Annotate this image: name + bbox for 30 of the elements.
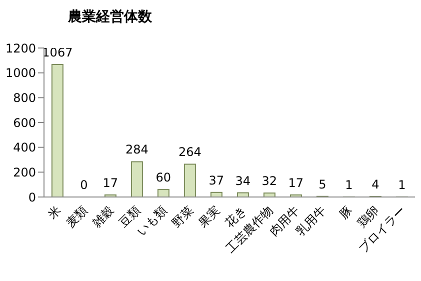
chart-title: 農業経営体数: [68, 8, 152, 26]
y-tick-label: 200: [13, 165, 36, 180]
x-tick-label: 米: [44, 203, 64, 222]
data-label: 0: [80, 178, 88, 192]
y-tick-label: 600: [13, 116, 36, 130]
data-label: 284: [125, 142, 148, 157]
data-label: 5: [318, 177, 326, 192]
y-tick-label: 400: [13, 140, 36, 155]
data-label: 1: [398, 178, 406, 192]
x-tick-label: 豆類: [116, 203, 143, 230]
data-label: 1067: [42, 46, 73, 60]
y-tick-label: 1000: [5, 66, 36, 80]
x-tick-label: 果実: [196, 203, 222, 230]
data-label: 264: [178, 145, 202, 160]
x-tick-label: 野菜: [169, 203, 196, 230]
y-tick-label: 0: [28, 190, 36, 204]
x-tick-label: 鶏卵: [354, 203, 382, 230]
y-tick-label: 800: [13, 90, 36, 105]
data-label: 32: [262, 174, 278, 188]
x-tick-label: 豚: [336, 203, 355, 222]
data-label: 1: [345, 178, 353, 192]
data-label: 37: [208, 173, 224, 188]
y-tick-label: 1200: [5, 41, 36, 56]
data-label: 34: [235, 174, 251, 188]
data-label: 60: [156, 170, 172, 185]
data-label: 17: [288, 176, 304, 190]
x-tick-label: 雑穀: [90, 203, 116, 230]
data-label: 4: [372, 178, 380, 192]
x-tick-label: 麦類: [63, 203, 90, 230]
data-label: 17: [102, 176, 118, 190]
